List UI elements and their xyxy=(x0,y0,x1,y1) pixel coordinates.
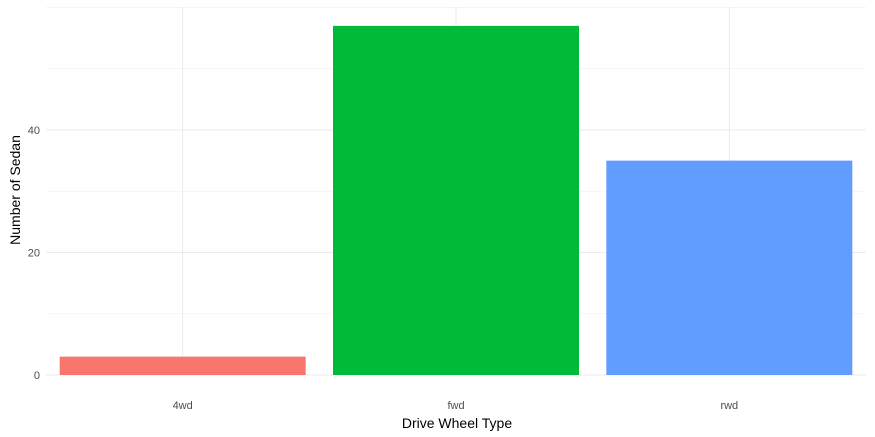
x-axis-title: Drive Wheel Type xyxy=(402,415,512,431)
x-tick-label: 4wd xyxy=(173,400,193,412)
y-tick-label: 0 xyxy=(34,370,40,382)
bar-fwd xyxy=(333,25,579,375)
y-tick-label: 40 xyxy=(28,125,40,137)
y-tick-labels: 0 20 40 xyxy=(28,125,40,382)
x-tick-label: rwd xyxy=(720,400,738,412)
bars xyxy=(59,25,853,375)
y-axis-title: Number of Sedan xyxy=(7,135,23,245)
bar-rwd xyxy=(606,160,853,375)
bar-4wd xyxy=(59,356,306,375)
y-tick-label: 20 xyxy=(28,248,40,260)
x-tick-labels: 4wd fwd rwd xyxy=(173,400,739,412)
x-tick-label: fwd xyxy=(447,400,464,412)
